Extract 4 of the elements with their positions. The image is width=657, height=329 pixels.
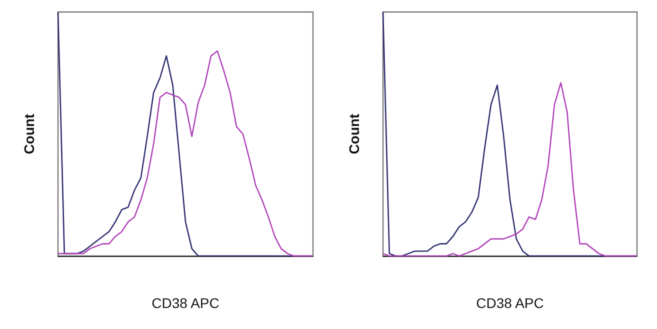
y-axis-title: Count xyxy=(21,113,37,154)
x-axis-title: CD38 APC xyxy=(152,295,220,311)
x-axis-title: CD38 APC xyxy=(476,295,544,311)
y-axis-title: Count xyxy=(346,113,362,154)
